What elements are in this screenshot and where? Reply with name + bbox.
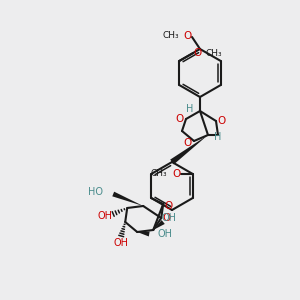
Text: HO: HO [88,187,103,197]
Text: H: H [186,104,194,114]
Text: O: O [184,138,192,148]
Text: CH₃: CH₃ [150,169,167,178]
Text: OH: OH [157,229,172,239]
Text: O: O [184,31,192,41]
Text: CH₃: CH₃ [162,32,179,40]
Text: O: O [173,169,181,179]
Text: O: O [218,116,226,126]
Text: O: O [162,213,170,223]
Polygon shape [112,192,143,206]
Polygon shape [170,135,208,164]
Text: OH: OH [114,238,129,248]
Text: O: O [164,201,172,211]
Text: O: O [176,114,184,124]
Text: OH: OH [98,211,113,221]
Text: CH₃: CH₃ [205,49,222,58]
Polygon shape [137,232,150,236]
Polygon shape [153,220,165,230]
Text: H: H [214,132,222,142]
Text: OH: OH [162,213,177,223]
Text: O: O [193,48,201,58]
